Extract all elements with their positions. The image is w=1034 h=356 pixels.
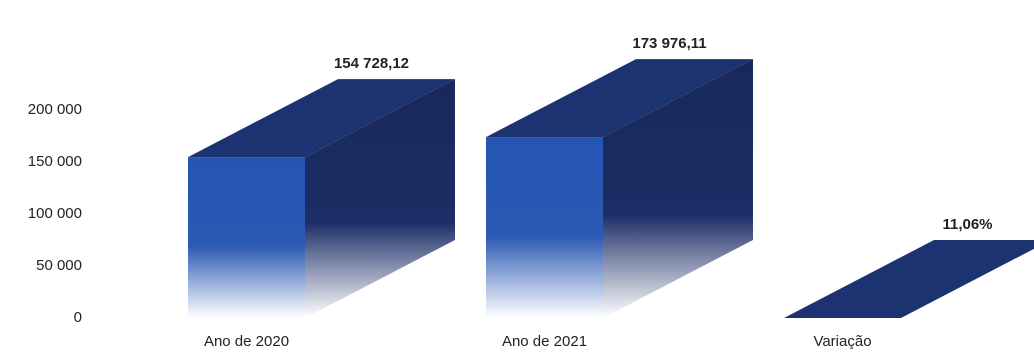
- bar-side: [603, 59, 753, 318]
- bar-side: [901, 248, 1034, 318]
- x-tick-label: Ano de 2021: [502, 333, 587, 350]
- x-tick-label: Variação: [813, 333, 871, 350]
- bar: [784, 239, 1034, 318]
- y-tick-label: 200 000: [28, 101, 82, 118]
- y-tick-label: 100 000: [28, 205, 82, 222]
- bar-side: [305, 79, 455, 318]
- value-label: 154 728,12: [334, 55, 409, 72]
- bar-front: [486, 137, 603, 318]
- bar-top: [188, 79, 455, 158]
- bar: [188, 79, 455, 318]
- value-label: 173 976,11: [632, 35, 706, 52]
- bar: [486, 59, 753, 318]
- bar-front: [188, 157, 305, 318]
- y-tick-label: 50 000: [36, 257, 82, 274]
- y-tick-label: 0: [74, 309, 82, 326]
- x-tick-label: Ano de 2020: [204, 333, 289, 350]
- value-label: 11,06%: [942, 216, 992, 233]
- bar-top: [784, 239, 1034, 318]
- bar-top: [486, 59, 753, 138]
- y-tick-label: 150 000: [28, 153, 82, 170]
